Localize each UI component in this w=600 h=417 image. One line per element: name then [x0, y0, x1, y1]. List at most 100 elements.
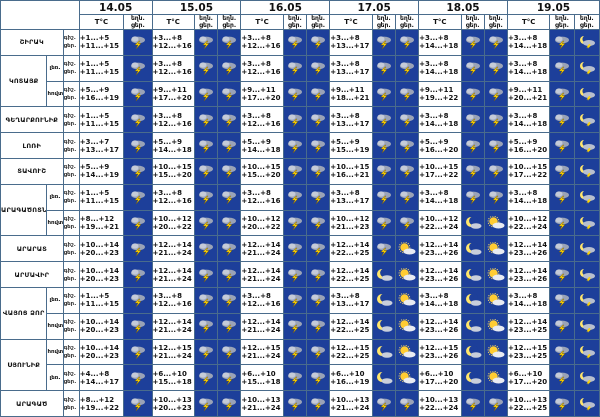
temperature-cell: +9...+11 +17...+20 — [151, 80, 195, 108]
weather-icon-cell — [282, 157, 308, 185]
weather-column-header: եղն. ցեր. — [305, 14, 331, 30]
night-label: գիշ. — [63, 215, 76, 222]
temperature-cell: +10...+15 +16...+21 — [329, 157, 373, 185]
weather-icon-cell — [394, 390, 420, 417]
weather-icon-cell — [217, 312, 242, 340]
weather-icon-cell — [483, 157, 508, 185]
day-label: ցեր. — [63, 327, 77, 334]
weather-icon-cell — [483, 132, 508, 159]
night-temp: +10...+15 — [152, 163, 192, 172]
day-temp: +11...+15 — [79, 42, 119, 51]
day-temp: +23...+26 — [419, 351, 459, 360]
weather-icon-cell — [305, 29, 331, 56]
thunderstorm-icon — [199, 346, 214, 359]
weather-icon-cell — [305, 106, 331, 134]
thunderstorm-icon — [130, 397, 145, 411]
temperature-unit-header: T°C — [78, 14, 125, 30]
weather-icon-cell — [460, 157, 485, 185]
day-label: ցեր. — [63, 69, 77, 76]
thunderstorm-icon — [199, 217, 214, 230]
weather-icon-cell — [123, 183, 153, 211]
day-temp: +13...+17 — [79, 145, 119, 154]
night-temp: +10...+12 — [419, 214, 459, 223]
thunderstorm-icon — [376, 139, 391, 153]
night-temp: +12...+14 — [507, 240, 548, 249]
night-label: գիշ. — [63, 241, 76, 248]
period-labels: գիշ. ցեր. — [62, 106, 80, 134]
day-temp: +21...+24 — [241, 403, 281, 412]
thunderstorm-icon — [399, 36, 414, 50]
temperature-cell: +3...+8 +13...+17 — [329, 183, 373, 211]
thunderstorm-icon — [199, 36, 214, 50]
day-label: ցեր. — [63, 404, 77, 411]
period-labels: գիշ. ցեր. — [62, 261, 80, 288]
thunderstorm-icon — [465, 62, 480, 76]
thunderstorm-icon — [130, 191, 145, 205]
night-temp: +3...+8 — [330, 189, 360, 198]
thunderstorm-icon — [199, 139, 214, 153]
night-temp: +3...+8 — [419, 34, 449, 43]
thunderstorm-icon — [488, 114, 503, 127]
thunderstorm-icon — [130, 372, 145, 385]
day-label: ցեր. — [63, 43, 77, 50]
thunderstorm-icon — [488, 191, 503, 205]
weather-header-bottom: ցեր. — [579, 22, 594, 29]
day-temp: +21...+24 — [152, 351, 192, 360]
weather-icon-cell — [483, 286, 508, 314]
table-row: ԿՈՏԱՅՔ լեռ. գիշ. ցեր. +1...+5 +11...+15 +3...+… — [0, 54, 600, 108]
weather-icon-cell — [573, 338, 600, 366]
weather-icon-cell — [217, 29, 242, 56]
thunderstorm-icon — [376, 217, 391, 230]
temperature-cell: +5...+9 +15...+19 — [329, 132, 373, 159]
day-temp: +16...+21 — [330, 171, 370, 180]
date-header: 17.05 — [329, 0, 420, 15]
thunderstorm-icon — [287, 294, 302, 308]
period-labels: գիշ. ցեր. — [62, 80, 80, 108]
subregion-label: հովտ. — [46, 338, 64, 366]
region-name: ԿՈՏԱՅՔ — [0, 54, 48, 108]
thunderstorm-icon — [399, 62, 414, 76]
day-temp: +12...+16 — [152, 300, 192, 309]
temperature-cell: +12...+15 +21...+24 — [151, 338, 195, 366]
region-name: ՎԱՅՈՑ ՁՈՐ — [0, 286, 48, 340]
temperature-cell: +12...+14 +21...+24 — [151, 312, 195, 340]
night-temp: +12...+14 — [330, 318, 370, 327]
thunderstorm-icon — [199, 320, 214, 334]
temperature-cell: +6...+10 +16...+19 — [329, 364, 373, 392]
thunderstorm-icon — [554, 114, 569, 127]
weather-header-top: եղն. — [400, 15, 414, 23]
night-temp: +6...+10 — [419, 369, 454, 378]
thunderstorm-icon — [287, 191, 302, 205]
subregion-label: լեռ. — [46, 183, 64, 211]
day-temp: +15...+20 — [241, 171, 281, 180]
weather-icon-cell — [217, 183, 242, 211]
weather-icon-cell — [305, 209, 331, 237]
night-temp: +10...+12 — [241, 214, 281, 223]
weather-icon-cell — [460, 235, 485, 263]
night-temp: +12...+14 — [330, 266, 370, 275]
day-temp: +16...+20 — [419, 145, 459, 154]
day-label: ցեր. — [63, 275, 77, 282]
weather-icon-cell — [123, 80, 153, 108]
subregion-label: հովտ. — [46, 209, 64, 237]
weather-icon-cell — [483, 235, 508, 263]
temperature-cell: +10...+14 +20...+23 — [78, 338, 125, 366]
thunderstorm-icon — [222, 88, 237, 101]
sun-cloud-icon — [398, 319, 416, 332]
thunderstorm-icon — [130, 114, 145, 127]
day-label: ցեր. — [63, 249, 77, 256]
day-temp: +20...+23 — [79, 351, 119, 360]
thunderstorm-icon — [554, 243, 569, 256]
weather-header-bottom: ցեր. — [199, 22, 213, 29]
night-temp: +3...+8 — [152, 111, 182, 120]
weather-icon-cell — [483, 183, 508, 211]
thunderstorm-icon — [130, 294, 145, 308]
weather-icon-cell — [305, 390, 331, 417]
day-temp: +20...+21 — [507, 93, 548, 102]
thunderstorm-icon — [199, 88, 214, 101]
night-temp: +3...+7 — [79, 137, 110, 146]
moon-thunderstorm-icon — [579, 138, 595, 153]
day-temp: +12...+16 — [241, 300, 281, 309]
night-temp: +5...+9 — [79, 85, 110, 94]
sun-cloud-icon — [487, 370, 505, 384]
